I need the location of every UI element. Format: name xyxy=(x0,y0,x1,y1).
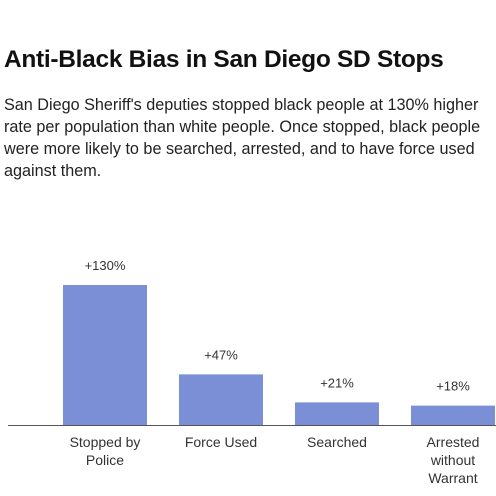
data-label: +21% xyxy=(320,375,354,390)
data-label: +47% xyxy=(204,347,238,362)
bar xyxy=(411,405,495,425)
data-label: +18% xyxy=(436,379,470,394)
category-label: Searched xyxy=(307,434,367,450)
chart-subtitle: San Diego Sheriff's deputies stopped bla… xyxy=(4,96,481,180)
category-label: Force Used xyxy=(185,434,257,450)
bar-chart: +130% Stopped by Police +47% Force Used +21% S… xyxy=(8,258,496,486)
category-label: Stopped by Police xyxy=(70,434,141,468)
bar xyxy=(63,285,147,425)
category-label-line: Force Used xyxy=(185,434,257,450)
bar xyxy=(295,402,379,425)
category-label-line: Searched xyxy=(307,434,367,450)
bar xyxy=(179,374,263,425)
category-label-line: without xyxy=(430,452,475,468)
category-label-line: Police xyxy=(86,452,124,468)
chart-title: Anti-Black Bias in San Diego SD Stops xyxy=(4,46,444,73)
category-label-line: Stopped by xyxy=(70,434,141,450)
data-label: +130% xyxy=(85,258,126,273)
category-label: Arrested without Warrant xyxy=(427,434,480,486)
category-label-line: Arrested xyxy=(427,434,480,450)
category-label-line: Warrant xyxy=(428,470,477,486)
